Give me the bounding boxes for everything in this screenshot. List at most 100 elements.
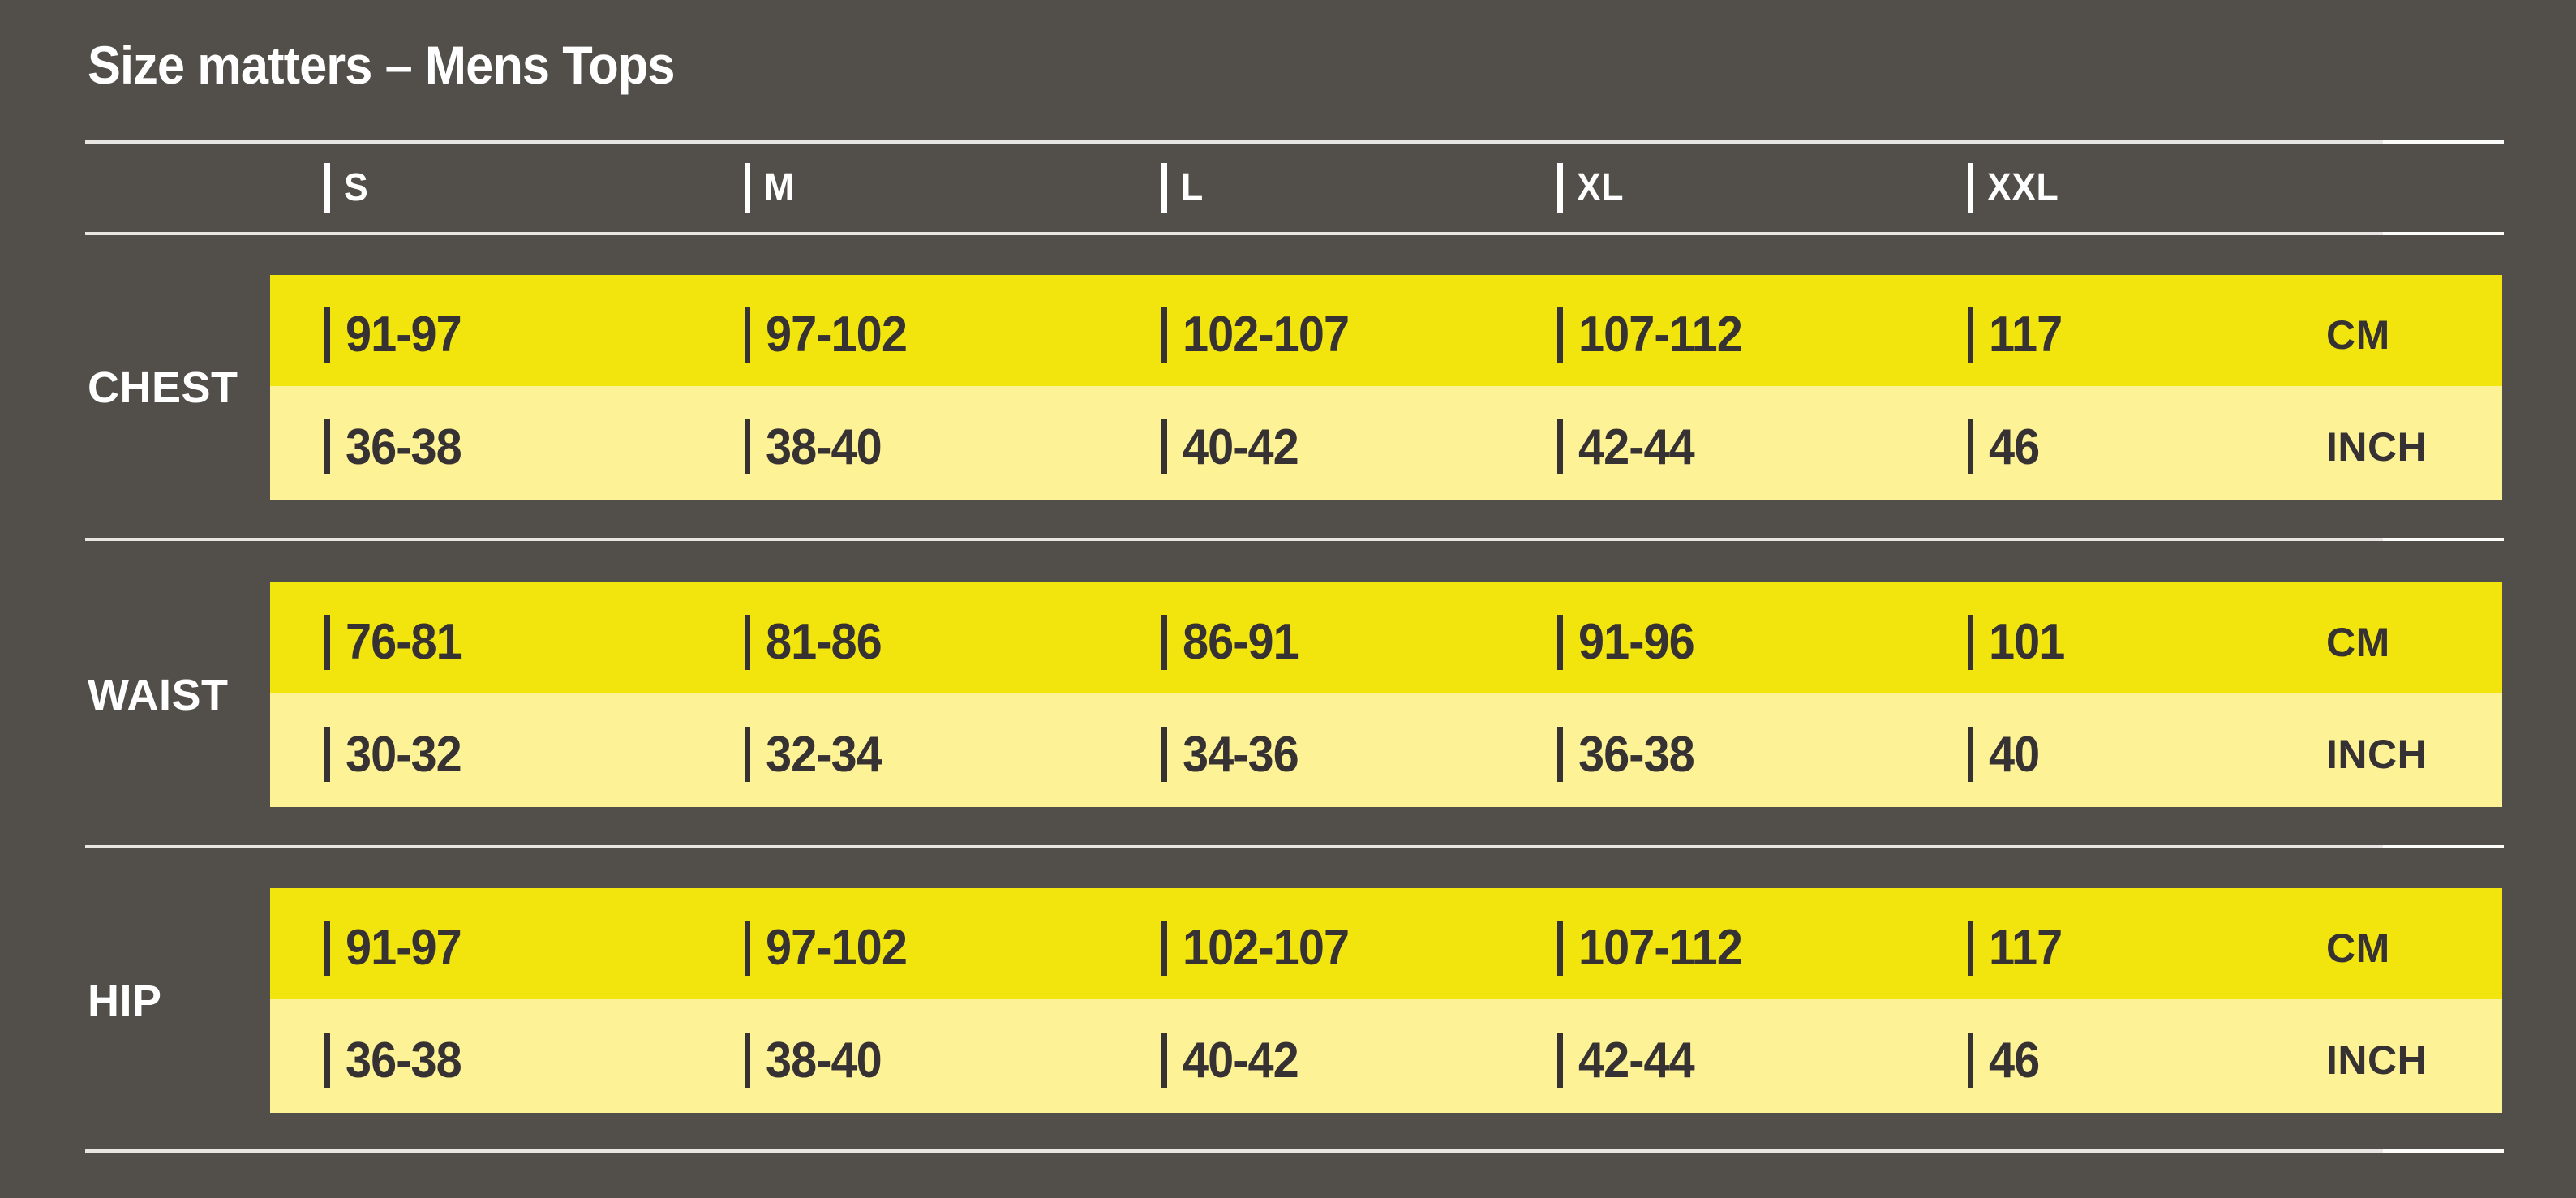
size-value: 117 — [1989, 920, 2063, 976]
size-value: 38-40 — [766, 419, 882, 475]
divider-line-after-chest — [85, 538, 2504, 541]
inch-row: 36-38 38-40 40-42 42-44 46 INCH — [270, 386, 2502, 500]
size-value: 36-38 — [1578, 726, 1695, 783]
size-value: 32-34 — [766, 726, 882, 783]
size-header-label: XL — [1577, 166, 1624, 209]
size-value-cell: 91-97 — [324, 275, 470, 386]
size-value-cell: 91-97 — [324, 888, 470, 999]
unit-label: CM — [2326, 582, 2390, 693]
size-value-cell: 36-38 — [1557, 693, 1703, 807]
tick-bar — [1968, 419, 1973, 474]
size-value: 36-38 — [346, 1032, 462, 1089]
size-value-cell: 42-44 — [1557, 386, 1703, 500]
tick-bar — [1968, 307, 1973, 363]
tick-bar — [745, 614, 750, 670]
tick-bar — [1557, 727, 1563, 782]
size-value: 34-36 — [1183, 726, 1299, 783]
size-value: 107-112 — [1578, 920, 1743, 976]
unit-label: CM — [2326, 275, 2390, 386]
tick-bar — [745, 920, 750, 976]
tick-bar — [745, 727, 750, 782]
tick-bar — [1968, 1033, 1973, 1088]
tick-bar — [324, 920, 330, 976]
size-header-cell-xl: XL — [1557, 144, 1627, 232]
unit-label-text: CM — [2326, 925, 2390, 971]
size-header-cell-m: M — [745, 144, 796, 232]
size-value: 76-81 — [346, 614, 462, 670]
tick-bar — [324, 1033, 330, 1088]
size-value-cell: 102-107 — [1161, 275, 1362, 386]
row-label-waist: WAIST — [88, 670, 229, 719]
tick-bar — [1557, 614, 1563, 670]
unit-label-text: INCH — [2326, 424, 2428, 470]
size-value: 102-107 — [1183, 920, 1350, 976]
page-title-text: Size matters – Mens Tops — [88, 35, 675, 95]
size-value-cell: 38-40 — [745, 999, 891, 1113]
size-value-cell: 107-112 — [1557, 888, 1754, 999]
size-value: 86-91 — [1183, 614, 1299, 670]
tick-bar — [745, 307, 750, 363]
tick-bar — [745, 419, 750, 474]
size-header-label: S — [344, 166, 369, 209]
size-value: 36-38 — [346, 419, 462, 475]
size-value-cell: 46 — [1968, 999, 2043, 1113]
tick-bar — [324, 162, 330, 213]
size-value-cell: 117 — [1968, 888, 2067, 999]
size-value-cell: 34-36 — [1161, 693, 1307, 807]
divider-line-after-waist — [85, 845, 2504, 848]
size-value: 102-107 — [1183, 307, 1350, 363]
size-value: 101 — [1989, 614, 2065, 670]
tick-bar — [1161, 614, 1167, 670]
section-hip: 91-97 97-102 102-107 107-112 117 CM 36-38 38-40… — [270, 888, 2502, 1113]
size-value: 91-96 — [1578, 614, 1695, 670]
cm-row: 91-97 97-102 102-107 107-112 117 CM — [270, 275, 2502, 386]
unit-label-text: INCH — [2326, 1037, 2428, 1083]
size-value-cell: 76-81 — [324, 582, 470, 693]
size-value: 91-97 — [346, 920, 462, 976]
divider-line-bottom — [85, 1149, 2504, 1153]
divider-line-header-bottom — [85, 232, 2504, 235]
tick-bar — [1968, 920, 1973, 976]
cm-row: 91-97 97-102 102-107 107-112 117 CM — [270, 888, 2502, 999]
size-value: 97-102 — [766, 920, 908, 976]
row-label-chest: CHEST — [88, 363, 238, 412]
size-header-label: XXL — [1987, 166, 2059, 209]
tick-bar — [1557, 419, 1563, 474]
page-title: Size matters – Mens Tops — [88, 36, 719, 95]
size-value-cell: 102-107 — [1161, 888, 1362, 999]
unit-label: INCH — [2326, 386, 2427, 500]
size-value-cell: 97-102 — [745, 275, 917, 386]
size-value-cell: 97-102 — [745, 888, 917, 999]
size-value-cell: 38-40 — [745, 386, 891, 500]
size-value-cell: 46 — [1968, 386, 2043, 500]
unit-label: CM — [2326, 888, 2390, 999]
size-value-cell: 36-38 — [324, 999, 470, 1113]
unit-label-text: CM — [2326, 619, 2390, 665]
tick-bar — [1968, 162, 1973, 213]
size-value-cell: 86-91 — [1161, 582, 1307, 693]
size-header-cell-s: S — [324, 144, 371, 232]
inch-row: 30-32 32-34 34-36 36-38 40 INCH — [270, 693, 2502, 807]
cm-row: 76-81 81-86 86-91 91-96 101 CM — [270, 582, 2502, 693]
unit-label: INCH — [2326, 999, 2427, 1113]
tick-bar — [1161, 727, 1167, 782]
size-value: 40-42 — [1183, 419, 1299, 475]
tick-bar — [1161, 920, 1167, 976]
size-value: 40 — [1989, 726, 2040, 783]
tick-bar — [745, 1033, 750, 1088]
size-value: 107-112 — [1578, 307, 1743, 363]
size-header-cell-xxl: XXL — [1968, 144, 2064, 232]
size-value-cell: 42-44 — [1557, 999, 1703, 1113]
size-header-label: M — [764, 166, 795, 209]
size-value: 46 — [1989, 419, 2040, 475]
size-value: 38-40 — [766, 1032, 882, 1089]
size-value: 40-42 — [1183, 1032, 1299, 1089]
tick-bar — [1557, 920, 1563, 976]
tick-bar — [324, 307, 330, 363]
size-value: 42-44 — [1578, 419, 1695, 475]
size-value-cell: 40-42 — [1161, 386, 1307, 500]
unit-label: INCH — [2326, 693, 2427, 807]
size-value: 117 — [1989, 307, 2063, 363]
tick-bar — [324, 419, 330, 474]
